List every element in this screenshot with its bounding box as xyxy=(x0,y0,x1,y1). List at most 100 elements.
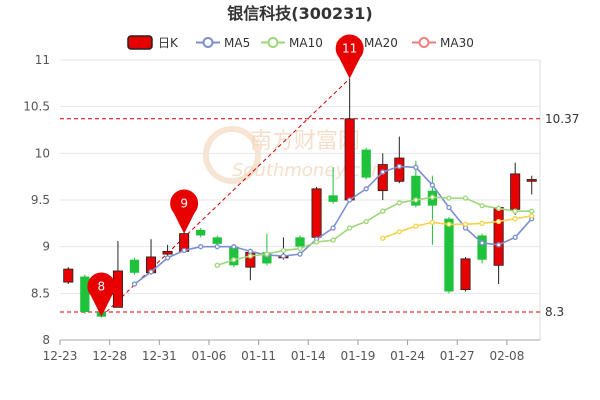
x-tick-label: 01-06 xyxy=(192,349,227,363)
watermark-text: 南方财富网 xyxy=(250,129,360,154)
ma5-line xyxy=(131,163,535,287)
y-tick-label: 9 xyxy=(42,240,50,254)
ma5-point xyxy=(446,204,452,211)
ma20-point xyxy=(413,223,419,229)
x-tick-label: 02-08 xyxy=(489,349,524,363)
y-axis: 8 8.5 9 9.5 10 10.5 11 xyxy=(23,53,50,347)
legend-item-日k[interactable]: 日K xyxy=(127,35,179,50)
legend-label: MA5 xyxy=(224,36,250,50)
candle-body xyxy=(493,207,504,266)
marker-shape xyxy=(335,34,364,79)
legend-label: MA10 xyxy=(289,36,323,50)
y-tick-label: 10.5 xyxy=(23,100,50,114)
candle-body xyxy=(344,118,355,201)
ma20-point xyxy=(446,221,452,227)
ma5-point xyxy=(363,186,369,192)
ma10-point xyxy=(264,251,270,257)
candle xyxy=(361,147,371,180)
legend-item-ma30[interactable]: MA30 xyxy=(412,36,474,50)
candle-body xyxy=(212,237,222,244)
y-tick-label: 11 xyxy=(35,53,50,67)
marker-pin: 8 xyxy=(87,272,116,317)
candle-body xyxy=(411,175,421,206)
candle xyxy=(63,267,74,284)
x-tick-label: 01-27 xyxy=(440,349,475,363)
ma5-point xyxy=(429,182,436,188)
candle-body xyxy=(510,173,521,210)
candle-body xyxy=(262,252,272,264)
x-tick-label: 12-31 xyxy=(142,349,177,363)
ma10-point xyxy=(479,202,485,209)
candle xyxy=(112,241,123,308)
ma20-point xyxy=(495,218,502,225)
ma20-path xyxy=(382,215,532,240)
candle-body xyxy=(526,179,537,182)
ma10-point xyxy=(413,197,419,203)
marker-shape xyxy=(87,272,116,317)
marker-pin: 9 xyxy=(170,189,199,234)
x-tick-label: 01-11 xyxy=(241,349,276,363)
ma10-point xyxy=(297,245,303,252)
ma5-point xyxy=(247,248,253,254)
x-tick-label: 01-19 xyxy=(340,349,375,363)
legend-item-ma10[interactable]: MA10 xyxy=(261,36,323,50)
marker-label: 9 xyxy=(180,197,188,211)
ma20-line xyxy=(380,213,535,241)
candle xyxy=(262,233,272,266)
ma10-point xyxy=(380,208,386,214)
ma20-point xyxy=(479,220,485,226)
candle-body xyxy=(311,188,322,238)
reference-value: 8.3 xyxy=(545,305,564,319)
ma5-point xyxy=(330,225,336,231)
candle xyxy=(196,228,206,238)
ma10-point xyxy=(462,195,469,201)
legend-marker xyxy=(418,37,430,48)
ma10-line xyxy=(214,194,535,268)
x-axis: 12-23 12-28 12-31 01-06 01-11 01-14 01-19 01-24… xyxy=(43,339,540,363)
ma10-point xyxy=(396,200,402,206)
candle xyxy=(460,256,471,292)
x-tick-label: 01-24 xyxy=(390,349,425,363)
ma10-point xyxy=(363,218,369,225)
candle-body xyxy=(328,195,338,202)
candle xyxy=(477,233,487,264)
y-tick-label: 8 xyxy=(42,333,50,347)
legend-label: 日K xyxy=(158,36,179,50)
candle-body xyxy=(477,235,487,260)
candle-body xyxy=(80,276,90,312)
candle-body xyxy=(377,164,388,192)
candle xyxy=(328,167,338,204)
candle-body xyxy=(229,246,239,266)
ma10-point xyxy=(247,253,253,259)
ma10-path xyxy=(216,196,532,267)
chart-title: 银信科技(300231) xyxy=(227,4,372,23)
ma5-point xyxy=(280,253,287,259)
x-tick-label: 12-23 xyxy=(43,349,78,363)
candle-body xyxy=(444,218,454,292)
ma5-point xyxy=(181,247,187,254)
candle xyxy=(344,78,355,202)
legend-swatch xyxy=(127,35,153,50)
y-tick-label: 10 xyxy=(35,146,50,160)
ma5-point xyxy=(231,244,237,250)
ma5-point xyxy=(131,281,138,287)
ma20-point xyxy=(396,229,402,235)
candle xyxy=(444,216,454,294)
legend-item-ma5[interactable]: MA5 xyxy=(196,36,250,50)
candle xyxy=(129,257,140,275)
marker-shape xyxy=(170,189,199,234)
marker-pin: 11 xyxy=(335,34,364,79)
ma20-point xyxy=(380,235,386,241)
x-tick-label: 01-14 xyxy=(291,349,326,363)
ma5-point xyxy=(380,169,386,175)
candle xyxy=(510,162,521,215)
candle-body xyxy=(196,229,206,236)
ma5-point xyxy=(297,251,303,257)
x-tick-label: 12-28 xyxy=(92,349,127,363)
candle xyxy=(80,274,90,314)
legend-label: MA30 xyxy=(440,36,474,50)
ma5-point xyxy=(347,197,353,203)
ma10-point xyxy=(495,205,502,212)
